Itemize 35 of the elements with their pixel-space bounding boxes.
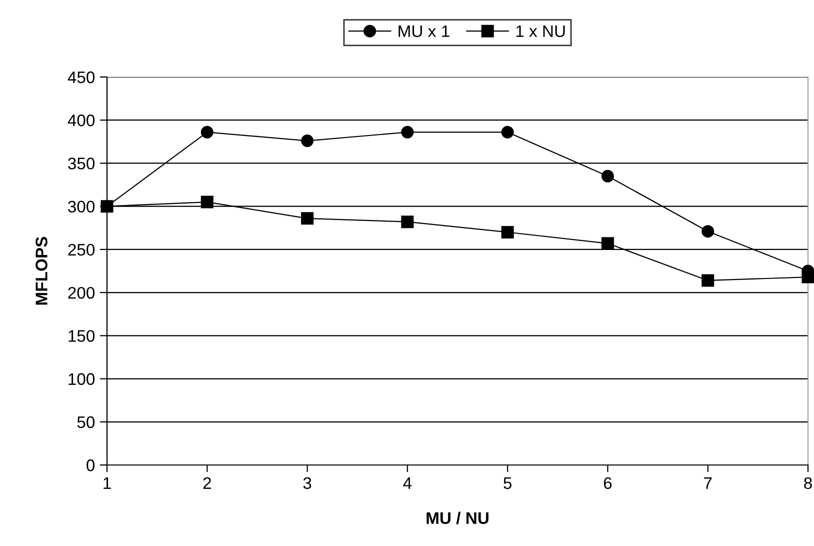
point	[200, 126, 214, 138]
x-tick-label: 8	[804, 477, 812, 490]
y-tick-label: 50	[77, 416, 95, 428]
point	[702, 225, 714, 238]
point	[401, 126, 414, 138]
point	[200, 196, 214, 208]
x-tick-label: 1	[104, 477, 111, 489]
point	[702, 274, 714, 287]
legend-label: MU x 1	[398, 25, 450, 38]
y-tick-label: 250	[68, 244, 95, 256]
point	[802, 270, 814, 284]
y-tick-label: 0	[86, 459, 95, 472]
y-tick-label: 450	[68, 71, 95, 84]
y-tick-label: 200	[68, 286, 95, 299]
point	[501, 226, 514, 238]
x-axis-title: MU / NU	[426, 512, 488, 524]
point	[601, 237, 614, 250]
x-tick-label: 6	[604, 477, 612, 490]
y-tick-label: 100	[68, 373, 95, 385]
x-tick-label: 7	[704, 477, 712, 489]
point	[301, 212, 314, 225]
y-tick-label: 400	[68, 114, 95, 126]
x-tick-label: 4	[403, 477, 412, 489]
x-tick-label: 2	[203, 477, 211, 489]
y-tick-label: 300	[68, 200, 95, 213]
x-tick-label: 3	[303, 477, 312, 490]
legend-label: 1 x NU	[516, 25, 565, 38]
y-tick-label: 150	[68, 330, 95, 342]
y-tick-label: 350	[68, 158, 95, 170]
x-tick-label: 5	[504, 477, 512, 490]
point	[501, 126, 514, 138]
point	[601, 170, 614, 182]
point	[401, 216, 414, 228]
y-axis-title: MFLOPS	[36, 236, 48, 305]
point	[301, 134, 314, 148]
